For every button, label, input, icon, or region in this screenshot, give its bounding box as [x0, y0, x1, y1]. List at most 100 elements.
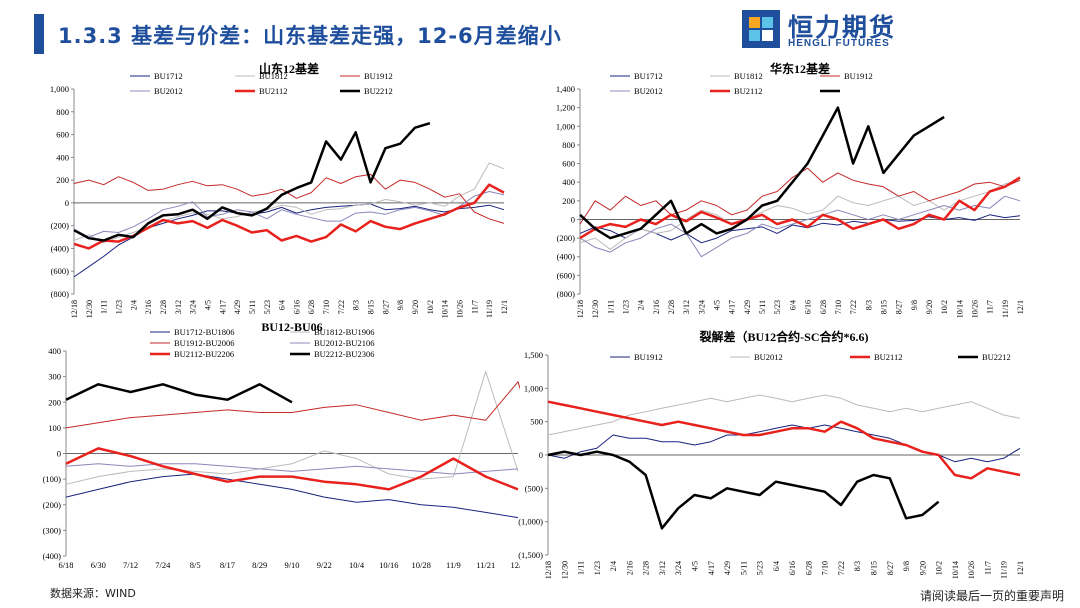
series-line [547, 424, 1021, 463]
x-tick-label: 12/3 [510, 560, 520, 570]
legend-label: BU1912 [844, 71, 873, 81]
y-tick-label: (800) [51, 289, 70, 299]
y-tick-label: 600 [562, 159, 575, 169]
x-tick-label: 4/5 [203, 300, 212, 310]
series-line [73, 122, 431, 242]
x-tick-label: 1/23 [114, 300, 123, 314]
legend-label: BU1912 [364, 71, 393, 81]
legend-entry: BU2212-BU2306 [290, 349, 374, 359]
x-tick-label: 8/29 [252, 560, 267, 570]
x-tick-label: 10/4 [349, 560, 365, 570]
legend-label: BU2012-BU2106 [314, 338, 374, 348]
y-tick-label: (1,000) [518, 517, 543, 527]
x-tick-label: 1/23 [593, 561, 602, 575]
x-tick-label: 2/28 [642, 561, 651, 575]
x-tick-label: 8/15 [367, 300, 376, 314]
series-line [579, 195, 1021, 258]
series-line [547, 450, 940, 530]
x-tick-label: 11/7 [986, 300, 995, 314]
legend-entry: BU1912 [610, 352, 663, 362]
y-tick-label: (200) [43, 500, 62, 510]
legend-entry: BU2012 [610, 86, 663, 96]
x-tick-label: 4/17 [707, 561, 716, 575]
series-line [547, 394, 1021, 436]
legend-entry: BU2112 [850, 352, 903, 362]
y-tick-label: (1,500) [518, 550, 543, 560]
legend-entry: BU2212 [958, 352, 1011, 362]
y-tick-label: 1,400 [556, 84, 575, 94]
chart-title: 山东12基差 [259, 62, 319, 76]
legend-label: BU1812-BU1906 [314, 327, 374, 337]
x-tick-label: 3/12 [174, 300, 183, 314]
legend-label: BU2012 [634, 86, 663, 96]
x-tick-label: 12/30 [560, 561, 569, 579]
y-tick-label: 600 [56, 130, 69, 140]
series-line [65, 463, 519, 475]
legend-label: BU1812 [259, 71, 288, 81]
x-tick-label: 4/17 [728, 300, 737, 314]
y-tick-label: 100 [48, 423, 61, 433]
y-tick-label: 1,000 [556, 121, 575, 131]
y-tick-label: 0 [57, 449, 61, 459]
x-tick-label: 9/20 [925, 300, 934, 314]
y-tick-label: (400) [43, 551, 62, 561]
y-tick-label: 500 [530, 417, 543, 427]
x-tick-label: 9/8 [910, 300, 919, 310]
legend-entry: BU1912-BU2006 [150, 338, 234, 348]
x-tick-label: 8/5 [190, 560, 201, 570]
x-tick-label: 3/12 [658, 561, 667, 575]
x-tick-label: 6/28 [819, 300, 828, 314]
y-tick-label: 300 [48, 372, 61, 382]
x-tick-label: 7/22 [849, 300, 858, 314]
x-tick-label: 7/10 [322, 300, 331, 314]
legend-entry: BU2112 [235, 86, 288, 96]
x-tick-label: 8/15 [879, 300, 888, 314]
y-tick-label: 200 [56, 175, 69, 185]
x-tick-label: 12/18 [576, 300, 585, 318]
x-tick-label: 9/8 [396, 300, 405, 310]
x-tick-label: 6/4 [278, 300, 287, 310]
x-tick-label: 5/11 [739, 561, 748, 575]
x-tick-label: 5/23 [773, 300, 782, 314]
series-line [65, 383, 293, 404]
legend-entry: BU1812 [235, 71, 288, 81]
y-tick-label: 400 [48, 346, 61, 356]
logo-chinese-name: 恒力期货 [788, 13, 897, 42]
x-tick-label: 4/29 [743, 300, 752, 314]
x-tick-label: 5/23 [263, 300, 272, 314]
y-tick-label: (600) [51, 266, 70, 276]
legend-entry: BU2012-BU2106 [290, 338, 374, 348]
x-tick-label: 12/1 [1016, 300, 1025, 314]
series-line [73, 173, 505, 224]
x-tick-label: 8/27 [381, 300, 390, 314]
legend-label: BU2112 [734, 86, 763, 96]
x-tick-label: 12/30 [591, 300, 600, 318]
y-tick-label: 200 [48, 397, 61, 407]
y-tick-label: 1,500 [524, 350, 543, 360]
legend-label: BU1712 [154, 71, 183, 81]
x-tick-label: 3/12 [682, 300, 691, 314]
x-tick-label: 6/16 [804, 300, 813, 314]
x-tick-label: 11/19 [485, 300, 494, 318]
legend-entry: BU1712 [610, 71, 663, 81]
series-line [73, 183, 505, 250]
x-tick-label: 6/18 [58, 560, 73, 570]
legend-label: BU2212 [364, 86, 393, 96]
x-tick-label: 2/16 [144, 300, 153, 314]
series-line [65, 447, 519, 491]
x-tick-label: 7/12 [123, 560, 138, 570]
x-tick-label: 8/3 [352, 300, 361, 310]
x-tick-label: 5/23 [756, 561, 765, 575]
x-tick-label: 12/18 [544, 561, 553, 579]
y-tick-label: 200 [562, 196, 575, 206]
x-tick-label: 3/24 [189, 300, 198, 314]
legend-label: BU2012 [754, 352, 783, 362]
y-tick-label: 0 [539, 450, 543, 460]
x-tick-label: 6/28 [804, 561, 813, 575]
x-tick-label: 7/22 [337, 300, 346, 314]
legend-label: BU2012 [154, 86, 183, 96]
x-tick-label: 2/4 [637, 300, 646, 310]
x-tick-label: 9/10 [284, 560, 299, 570]
legend-entry: BU1712-BU1806 [150, 327, 234, 337]
x-tick-label: 6/4 [788, 300, 797, 310]
